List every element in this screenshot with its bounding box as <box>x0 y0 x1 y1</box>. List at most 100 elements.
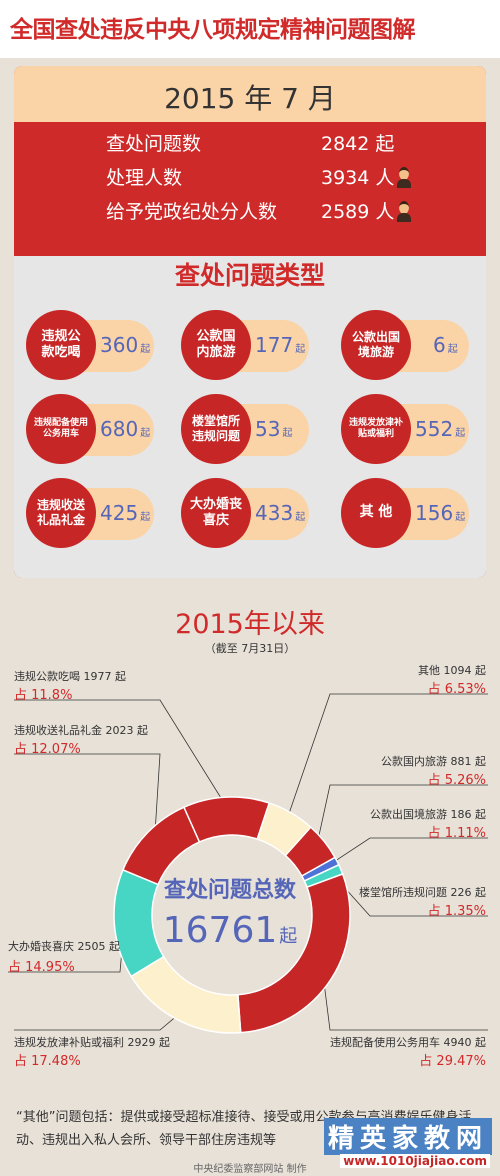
title-banner: 全国查处违反中央八项规定精神问题图解 <box>0 0 500 58</box>
leader-lines <box>8 693 488 1031</box>
center-total: 16761 起 <box>130 910 330 951</box>
stat-label: 给予党政纪处分人数 <box>106 201 278 223</box>
type-value: 53 起 <box>255 417 292 441</box>
leader-line <box>327 837 488 866</box>
stat-label: 查处问题数 <box>106 133 202 155</box>
stat-value-wrap: 3934 人 <box>321 163 412 190</box>
types-section: 查处问题类型 违规公款吃喝 360 起 公款国内旅游 177 起 公款出国境旅游 6… <box>14 256 486 578</box>
stat-label: 处理人数 <box>106 167 183 189</box>
type-name-text: 违规收送礼品礼金 <box>36 498 85 527</box>
type-name-text: 公款国内旅游 <box>196 328 236 360</box>
since-subtitle: （截至 7月31日） <box>204 642 296 655</box>
person-icon <box>396 200 412 222</box>
type-value: 156 起 <box>415 501 465 525</box>
donut-segment <box>130 955 242 1034</box>
stat-row: 查处问题数 2842 起 <box>106 129 436 159</box>
type-pill: 楼堂馆所违规问题 53 起 <box>181 394 309 464</box>
type-value-unit: 起 <box>282 428 293 439</box>
month-header: 2015 年 7 月 <box>14 66 486 122</box>
stat-value-wrap: 2589 人 <box>321 197 412 224</box>
type-value-num: 360 <box>100 333 139 357</box>
chart-pct: 占 6.53% <box>427 682 486 697</box>
type-value-unit: 起 <box>140 344 151 355</box>
center-total-unit: 起 <box>279 926 298 947</box>
since-title: 2015年以来 <box>175 609 325 640</box>
type-value-unit: 起 <box>455 428 466 439</box>
leader-line <box>285 693 488 822</box>
stat-value: 2589 人 <box>321 201 395 223</box>
type-value: 177 起 <box>255 333 305 357</box>
person-icon <box>396 166 412 188</box>
chart-label: 违规公款吃喝 1977 起 <box>14 670 126 683</box>
type-value-num: 177 <box>255 333 294 357</box>
type-name: 违规配备使用公务用车 <box>26 394 96 464</box>
type-name-text: 其 他 <box>359 504 393 521</box>
type-name-text: 公款出国境旅游 <box>351 330 400 359</box>
type-name-text: 违规配备使用公务用车 <box>33 417 88 439</box>
type-value: 552 起 <box>415 417 465 441</box>
type-name: 违规收送礼品礼金 <box>26 478 96 548</box>
type-value-num: 156 <box>415 501 454 525</box>
leader-line <box>322 973 488 1031</box>
donut-segment <box>237 873 351 1034</box>
type-name-text: 违规发放津补贴或福利 <box>348 417 403 439</box>
chart-label: 公款出国境旅游 186 起 <box>370 808 486 821</box>
chart-label: 违规配备使用公务用车 4940 起 <box>330 1036 486 1049</box>
type-name: 公款出国境旅游 <box>341 310 411 380</box>
type-value-unit: 起 <box>140 428 151 439</box>
center-total-value: 16761 <box>162 910 278 951</box>
chart-pct: 占 14.95% <box>8 960 75 975</box>
type-pill: 违规收送礼品礼金 425 起 <box>26 478 154 548</box>
type-name: 公款国内旅游 <box>181 310 251 380</box>
watermark-main: 精英家教网 <box>323 1118 492 1155</box>
type-pill: 违规配备使用公务用车 680 起 <box>26 394 154 464</box>
type-name: 违规发放津补贴或福利 <box>341 394 411 464</box>
watermark-url: www.1010jiajiao.com <box>340 1154 490 1168</box>
month-header-text: 2015 年 7 月 <box>164 82 336 115</box>
type-pill: 违规发放津补贴或福利 552 起 <box>341 394 469 464</box>
stat-value: 2842 起 <box>321 133 395 155</box>
type-value-num: 425 <box>100 501 139 525</box>
stat-row: 处理人数 3934 人 <box>106 163 436 193</box>
leader-line <box>14 699 228 808</box>
type-value-num: 6 <box>433 333 446 357</box>
chart-pct: 占 17.48% <box>14 1054 81 1069</box>
type-value: 360 起 <box>100 333 150 357</box>
chart-pct: 占 1.35% <box>427 904 486 919</box>
leader-line <box>315 784 488 848</box>
type-value: 425 起 <box>100 501 150 525</box>
chart-label: 违规收送礼品礼金 2023 起 <box>14 724 148 737</box>
donut-segment <box>121 806 201 886</box>
type-pill: 其 他 156 起 <box>341 478 469 548</box>
leader-line <box>14 753 161 840</box>
chart-label: 其他 1094 起 <box>418 664 486 677</box>
type-value-unit: 起 <box>295 512 306 523</box>
type-value-unit: 起 <box>140 512 151 523</box>
type-name: 违规公款吃喝 <box>26 310 96 380</box>
month-panel: 2015 年 7 月 查处问题数 2842 起 处理人数 3934 人 给予党政… <box>14 66 486 578</box>
type-value-num: 552 <box>415 417 454 441</box>
type-name: 楼堂馆所违规问题 <box>181 394 251 464</box>
types-title: 查处问题类型 <box>174 261 325 290</box>
type-name-text: 大办婚丧喜庆 <box>189 496 242 528</box>
type-value-num: 53 <box>255 417 281 441</box>
type-pill: 违规公款吃喝 360 起 <box>26 310 154 380</box>
type-name: 大办婚丧喜庆 <box>181 478 251 548</box>
chart-label: 公款国内旅游 881 起 <box>381 755 486 768</box>
type-value-num: 680 <box>100 417 139 441</box>
page-title: 全国查处违反中央八项规定精神问题图解 <box>10 17 416 43</box>
type-pill: 大办婚丧喜庆 433 起 <box>181 478 309 548</box>
chart-label: 楼堂馆所违规问题 226 起 <box>359 886 486 899</box>
chart-pct: 占 29.47% <box>419 1054 486 1069</box>
stat-value: 3934 人 <box>321 167 395 189</box>
leader-line <box>14 1010 183 1031</box>
chart-pct: 占 11.8% <box>14 688 73 703</box>
chart-label: 违规发放津补贴或福利 2929 起 <box>14 1036 170 1049</box>
stat-row: 给予党政纪处分人数 2589 人 <box>106 197 436 227</box>
donut-segments <box>113 796 351 1034</box>
type-value: 680 起 <box>100 417 150 441</box>
type-value-unit: 起 <box>295 344 306 355</box>
chart-pct: 占 12.07% <box>14 742 81 757</box>
